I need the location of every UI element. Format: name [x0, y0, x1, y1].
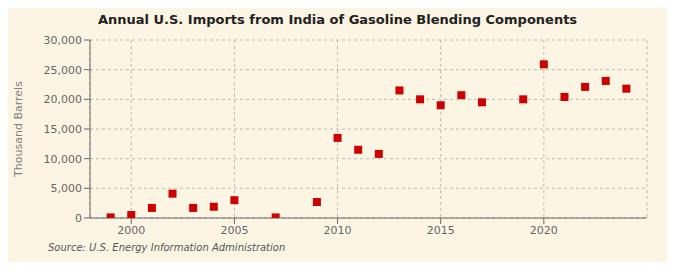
svg-text:2000: 2000: [117, 224, 145, 237]
svg-text:Thousand Barrels: Thousand Barrels: [12, 81, 25, 178]
svg-text:20,000: 20,000: [44, 93, 83, 106]
svg-text:15,000: 15,000: [44, 123, 83, 136]
svg-text:30,000: 30,000: [44, 34, 83, 47]
svg-text:2010: 2010: [324, 224, 352, 237]
svg-text:10,000: 10,000: [44, 153, 83, 166]
svg-text:2020: 2020: [530, 224, 558, 237]
svg-text:25,000: 25,000: [44, 64, 83, 77]
svg-text:0: 0: [75, 212, 82, 225]
svg-text:2015: 2015: [427, 224, 455, 237]
svg-text:2005: 2005: [220, 224, 248, 237]
html-text:Annual U.S. Imports from India: Annual U.S. Imports from India of Gasoli…: [97, 12, 578, 27]
svg-text:5,000: 5,000: [51, 182, 83, 195]
html-text:Source: U.S. Energy Informatio: Source: U.S. Energy Information Administ…: [48, 242, 286, 253]
